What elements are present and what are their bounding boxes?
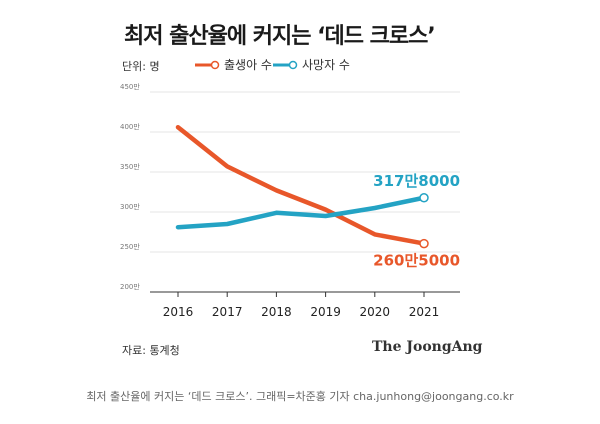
data-label-deaths: 317만8000: [373, 172, 460, 190]
legend-deaths-marker: [273, 60, 298, 69]
image-caption: 최저 출산율에 커지는 ‘데드 크로스’. 그래픽=차준홍 기자 cha.jun…: [86, 390, 514, 403]
x-tick-label: 2017: [212, 305, 243, 319]
data-point-deaths: [276, 212, 277, 213]
legend-births: 출생아 수: [194, 56, 272, 73]
series-line-births: [175, 124, 427, 246]
x-tick-label: 2021: [409, 305, 440, 319]
data-point-births: [325, 209, 326, 210]
series-line-deaths: [175, 195, 427, 230]
data-point-deaths: [178, 227, 179, 228]
data-point-deaths: [325, 216, 326, 217]
legend-deaths: 사망자 수: [272, 56, 350, 73]
y-tick-label: 450만: [120, 82, 140, 91]
line-chart: 200만 250만 300만 350만 400만 450만 2016 2017 2018 2019…: [120, 82, 460, 319]
y-tick-label: 350만: [120, 162, 140, 171]
data-point-births-end: [419, 238, 429, 249]
x-tick-label: 2020: [360, 305, 391, 319]
legend-births-label: 출생아 수: [224, 58, 272, 72]
legend-deaths-label: 사망자 수: [302, 58, 350, 72]
source-note: 자료: 통계청: [122, 344, 180, 357]
chart-title: 최저 출산율에 커지는 ‘데드 크로스’: [124, 24, 436, 49]
y-tick-label: 400만: [120, 122, 140, 131]
data-label-births: 260만5000: [373, 252, 460, 270]
y-tick-label: 200만: [120, 282, 140, 291]
unit-label: 단위: 명: [122, 60, 160, 73]
x-tick-label: 2019: [310, 305, 341, 319]
x-tick-label: 2016: [163, 305, 194, 319]
brand-logo: The JoongAng: [372, 339, 483, 355]
data-point-births: [227, 166, 228, 167]
data-point-births: [178, 127, 179, 128]
legend-births-marker: [195, 60, 220, 69]
y-tick-label: 250만: [120, 242, 140, 251]
data-point-deaths: [374, 208, 375, 209]
x-tick-label: 2018: [261, 305, 292, 319]
data-point-deaths: [227, 224, 228, 225]
y-tick-label: 300만: [120, 202, 140, 211]
data-point-births: [374, 234, 375, 235]
data-point-deaths-end: [419, 193, 429, 203]
data-point-births: [276, 190, 277, 191]
